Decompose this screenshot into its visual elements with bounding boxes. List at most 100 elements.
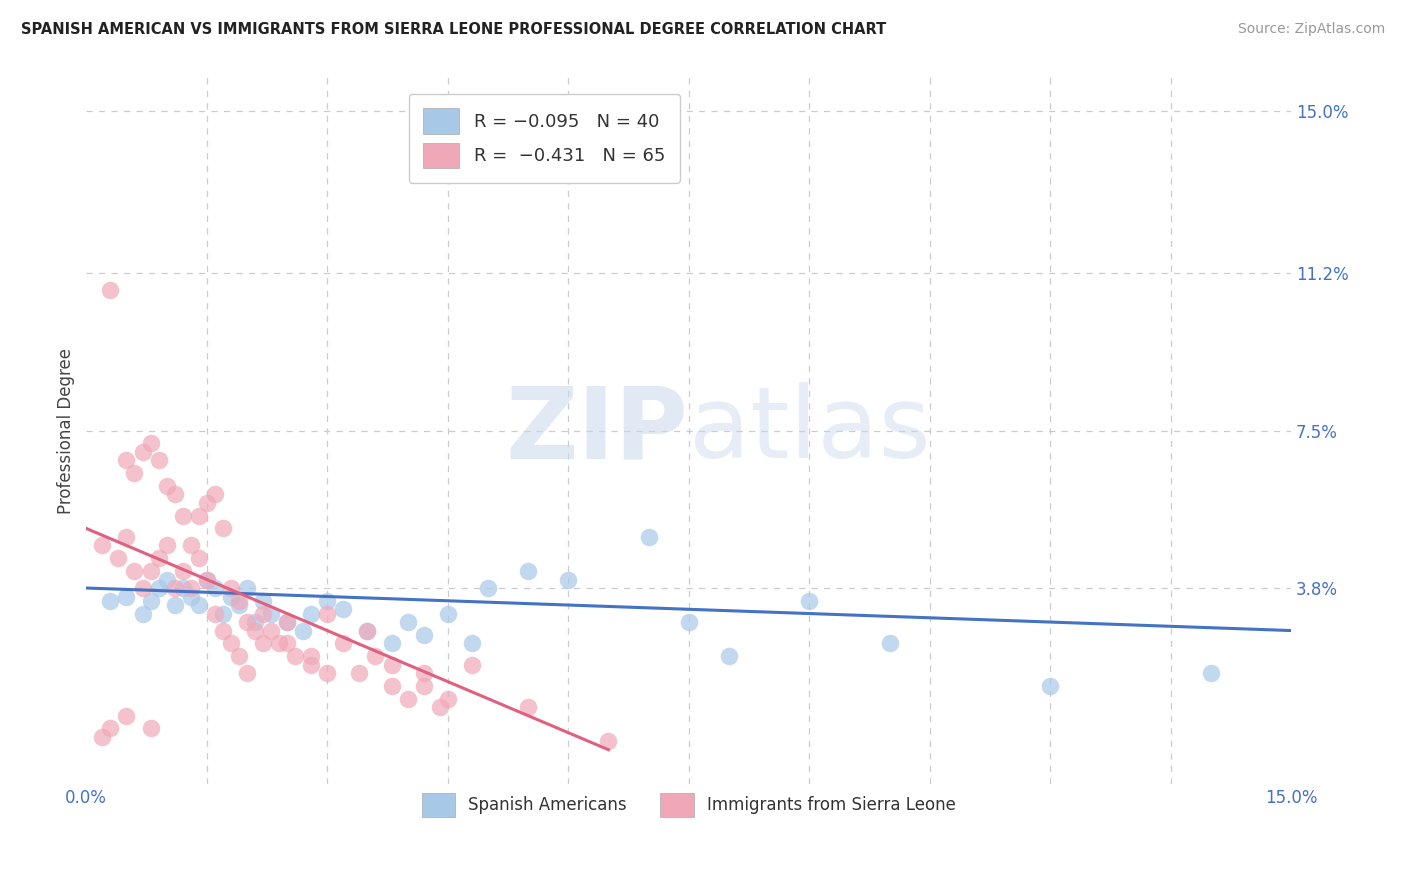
Point (299, 607, 322, 621)
Point (115, 453, 138, 467)
Point (219, 590, 242, 604)
Point (316, 666, 339, 681)
Point (436, 607, 458, 621)
Point (396, 691, 419, 706)
Y-axis label: Professional Degree: Professional Degree (58, 348, 75, 514)
Point (1199, 666, 1222, 681)
Point (598, 734, 620, 748)
Text: atlas: atlas (689, 382, 931, 479)
Point (91, 539, 114, 553)
Point (124, 564, 146, 578)
Point (299, 649, 322, 664)
Point (131, 581, 153, 595)
Point (316, 607, 339, 621)
Point (156, 573, 179, 587)
Point (187, 508, 209, 523)
Point (124, 466, 146, 480)
Point (252, 594, 274, 608)
Point (139, 564, 162, 578)
Point (91, 730, 114, 744)
Point (148, 453, 170, 467)
Point (148, 581, 170, 595)
Point (195, 573, 218, 587)
Point (172, 564, 194, 578)
Point (284, 649, 307, 664)
Text: Source: ZipAtlas.com: Source: ZipAtlas.com (1237, 22, 1385, 37)
Point (429, 700, 451, 714)
Point (204, 581, 226, 595)
Point (195, 573, 218, 587)
Point (380, 679, 402, 693)
Point (163, 598, 186, 612)
Point (180, 590, 202, 604)
Point (252, 636, 274, 650)
Point (180, 581, 202, 595)
Point (717, 649, 740, 664)
Point (356, 624, 378, 638)
Point (879, 636, 901, 650)
Point (461, 636, 484, 650)
Point (156, 539, 179, 553)
Point (267, 636, 290, 650)
Point (211, 624, 233, 638)
Point (380, 636, 402, 650)
Point (148, 551, 170, 566)
Point (163, 487, 186, 501)
Point (100, 722, 122, 736)
Point (163, 581, 186, 595)
Point (236, 615, 259, 629)
Point (260, 607, 283, 621)
Point (100, 283, 122, 297)
Point (356, 624, 378, 638)
Point (131, 607, 153, 621)
Point (107, 551, 129, 566)
Point (799, 594, 821, 608)
Point (100, 594, 122, 608)
Point (172, 508, 194, 523)
Point (115, 590, 138, 604)
Point (316, 594, 339, 608)
Point (380, 657, 402, 672)
Point (349, 666, 371, 681)
Point (1039, 679, 1062, 693)
Point (396, 615, 419, 629)
Legend: Spanish Americans, Immigrants from Sierra Leone: Spanish Americans, Immigrants from Sierr… (413, 785, 965, 825)
Point (236, 666, 259, 681)
Point (332, 636, 354, 650)
Point (243, 624, 266, 638)
Point (219, 581, 242, 595)
Point (332, 602, 354, 616)
Point (299, 657, 322, 672)
Point (236, 581, 259, 595)
Point (228, 649, 250, 664)
Point (139, 722, 162, 736)
Point (557, 573, 579, 587)
Point (211, 607, 233, 621)
Text: SPANISH AMERICAN VS IMMIGRANTS FROM SIERRA LEONE PROFESSIONAL DEGREE CORRELATION: SPANISH AMERICAN VS IMMIGRANTS FROM SIER… (21, 22, 886, 37)
Point (637, 530, 659, 544)
Point (228, 598, 250, 612)
Point (187, 598, 209, 612)
Point (678, 615, 700, 629)
Point (204, 607, 226, 621)
Point (187, 551, 209, 566)
Point (276, 615, 298, 629)
Point (412, 666, 434, 681)
Point (412, 628, 434, 642)
Point (292, 624, 315, 638)
Point (204, 487, 226, 501)
Point (260, 624, 283, 638)
Point (412, 679, 434, 693)
Point (276, 636, 298, 650)
Point (219, 636, 242, 650)
Point (517, 564, 540, 578)
Point (477, 581, 499, 595)
Point (131, 445, 153, 459)
Point (436, 691, 458, 706)
Point (115, 708, 138, 723)
Point (139, 594, 162, 608)
Point (180, 539, 202, 553)
Point (461, 657, 484, 672)
Point (115, 530, 138, 544)
Point (156, 479, 179, 493)
